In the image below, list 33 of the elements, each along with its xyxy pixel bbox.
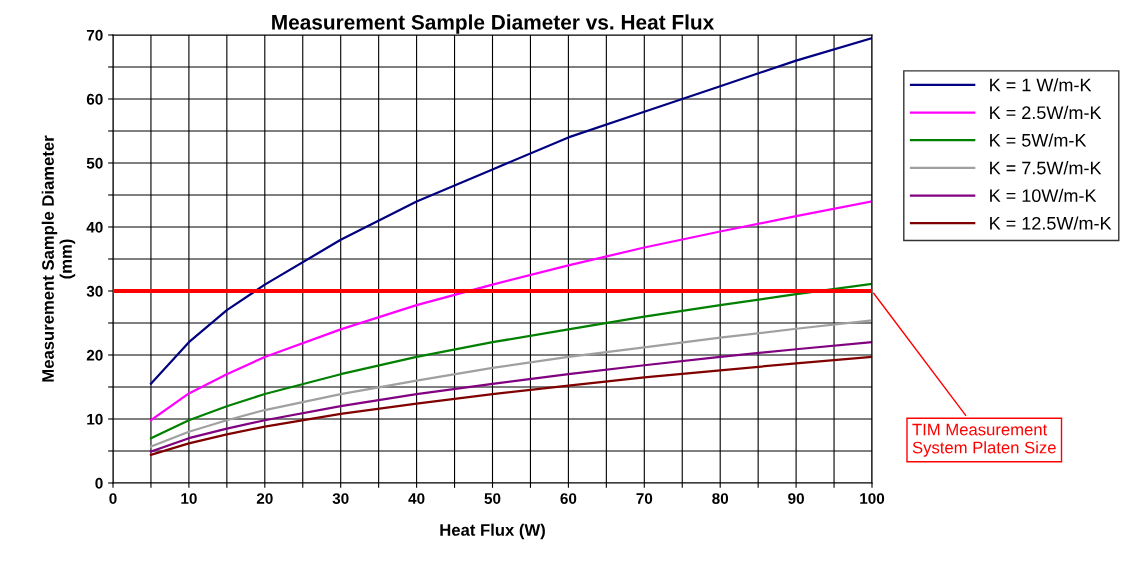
y-tick-label: 10 [87, 413, 103, 425]
y-tick-label: 60 [86, 93, 103, 105]
line-series [149, 319, 872, 448]
ref-line-label: TIM Measurement System Platen Size [912, 423, 1056, 457]
x-axis-title: Heat Flux (W) [440, 523, 545, 540]
x-tick-label: 20 [256, 493, 273, 504]
legend-label: K = 5W/m-K [990, 133, 1087, 147]
line-series [149, 282, 872, 440]
y-tick-label: 40 [86, 221, 103, 233]
y-tick-label: 50 [86, 157, 103, 169]
y-axis-title: Measurement Sample Diameter (mm) [41, 135, 76, 382]
y-tick-label: 70 [86, 29, 103, 41]
line-series [149, 200, 872, 422]
x-tick-label: 0 [109, 493, 117, 504]
legend-label: K = 7.5W/m-K [990, 161, 1102, 175]
legend-label: K = 2.5W/m-K [990, 105, 1102, 120]
x-tick-label: 60 [560, 493, 577, 504]
chart-title: Measurement Sample Diameter vs. Heat Flux [272, 14, 715, 34]
y-tick-label: 20 [86, 349, 103, 361]
y-tick-label: 30 [86, 285, 103, 297]
x-tick-label: 70 [636, 493, 653, 504]
legend-label: K = 10W/m-K [990, 188, 1097, 203]
x-tick-label: 30 [332, 493, 349, 504]
x-tick-label: 50 [484, 493, 501, 504]
legend-label: K = 12.5W/m-K [990, 216, 1112, 230]
x-tick-label: 80 [712, 493, 729, 504]
x-tick-label: 10 [181, 493, 197, 504]
x-tick-label: 90 [788, 493, 804, 504]
x-tick-label: 40 [408, 493, 425, 504]
x-tick-label: 100 [860, 493, 885, 504]
line-series [149, 37, 872, 385]
y-tick-label: 0 [95, 477, 103, 489]
legend-label: K = 1 W/m-K [990, 78, 1092, 92]
